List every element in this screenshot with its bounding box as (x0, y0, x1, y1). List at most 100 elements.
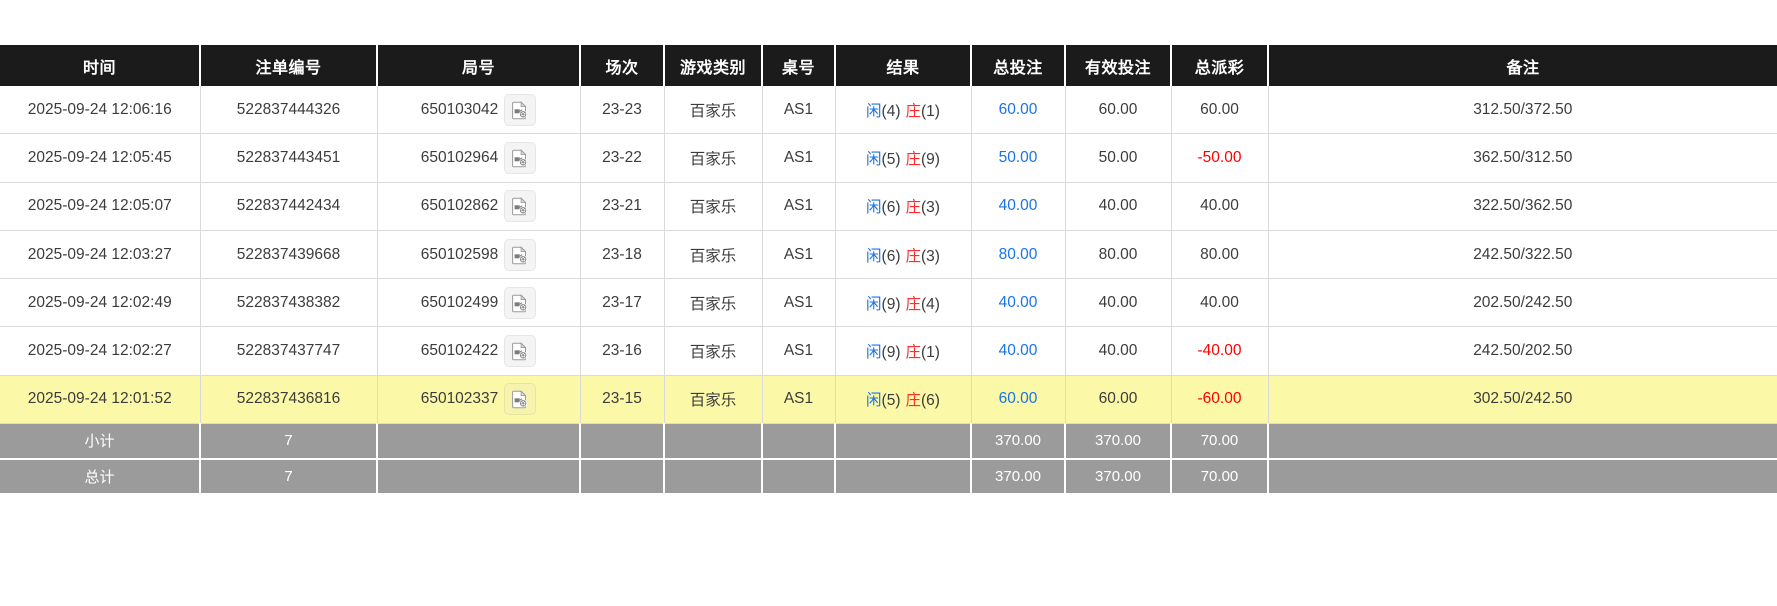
table-row[interactable]: 2025-09-24 12:03:27 522837439668 6501025… (0, 230, 1777, 280)
remark-text: 312.50/372.50 (1473, 100, 1573, 118)
video-replay-icon[interactable] (504, 335, 537, 368)
payout-amount: 80.00 (1200, 245, 1239, 263)
column-header-valid-bet[interactable]: 有效投注 (1065, 45, 1172, 86)
cell-bet-id: 522837442434 (200, 182, 378, 231)
cell-result: 闲(6) 庄(3) (835, 182, 972, 231)
cell-time: 2025-09-24 12:02:49 (0, 278, 201, 328)
bet-records-table-container: 时间 注单编号 局号 场次 游戏类别 桌号 结果 总投注 有效投注 总派彩 备注… (0, 45, 1777, 494)
column-header-result[interactable]: 结果 (835, 45, 972, 86)
column-header-time[interactable]: 时间 (0, 45, 201, 86)
cell-time: 2025-09-24 12:05:07 (0, 182, 201, 231)
result-player-label: 闲 (866, 392, 882, 410)
summary-valid-bet: 370.00 (1065, 458, 1172, 494)
cell-result: 闲(5) 庄(9) (835, 133, 972, 183)
cell-result: 闲(9) 庄(4) (835, 278, 972, 328)
video-replay-icon[interactable] (504, 93, 537, 126)
total-bet-amount[interactable]: 40.00 (998, 293, 1038, 311)
table-row[interactable]: 2025-09-24 12:05:45 522837443451 6501029… (0, 133, 1777, 183)
video-replay-icon[interactable] (504, 383, 537, 416)
video-replay-icon[interactable] (504, 190, 537, 223)
remark-text: 302.50/242.50 (1473, 390, 1573, 408)
bet-id-text: 522837444326 (236, 100, 341, 118)
round-no-text: 650102337 (420, 390, 499, 408)
result-player-label: 闲 (866, 102, 882, 120)
column-header-total-bet[interactable]: 总投注 (971, 45, 1066, 86)
column-header-game-type[interactable]: 游戏类别 (664, 45, 763, 86)
cell-result: 闲(5) 庄(6) (835, 375, 972, 425)
cell-table-no: AS1 (762, 133, 836, 183)
video-replay-icon[interactable] (504, 238, 537, 271)
bet-time-text: 2025-09-24 12:03:27 (27, 245, 172, 263)
cell-round-no: 650103042 (377, 86, 581, 135)
summary-table-no (762, 423, 836, 460)
total-bet-amount[interactable]: 60.00 (998, 100, 1038, 118)
round-no-text: 650103042 (420, 100, 499, 118)
cell-game-type: 百家乐 (664, 86, 763, 135)
result-player-label: 闲 (866, 150, 882, 168)
result-banker-value: (3) (921, 247, 940, 265)
cell-bet-id: 522837443451 (200, 133, 378, 183)
table-row[interactable]: 2025-09-24 12:06:16 522837444326 6501030… (0, 86, 1777, 135)
game-type-text: 百家乐 (689, 295, 737, 313)
total-bet-amount[interactable]: 50.00 (998, 148, 1038, 166)
cell-payout: 40.00 (1171, 182, 1269, 231)
column-header-shoe[interactable]: 场次 (580, 45, 665, 86)
table-row[interactable]: 2025-09-24 12:02:49 522837438382 6501024… (0, 278, 1777, 328)
table-row[interactable]: 2025-09-24 12:01:52 522837436816 6501023… (0, 375, 1777, 425)
column-header-payout[interactable]: 总派彩 (1171, 45, 1269, 86)
valid-bet-amount: 60.00 (1098, 390, 1138, 408)
result-player-label: 闲 (866, 199, 882, 217)
table-no-text: AS1 (783, 390, 814, 408)
shoe-text: 23-21 (602, 197, 642, 215)
table-row[interactable]: 2025-09-24 12:05:07 522837442434 6501028… (0, 182, 1777, 231)
result-banker-label: 庄 (905, 102, 922, 120)
result-banker-value: (1) (921, 102, 940, 120)
column-header-remark[interactable]: 备注 (1268, 45, 1777, 86)
game-type-text: 百家乐 (689, 150, 737, 168)
bet-id-text: 522837436816 (236, 390, 341, 408)
payout-amount: 60.00 (1200, 100, 1239, 118)
summary-shoe (580, 458, 665, 494)
cell-game-type: 百家乐 (664, 230, 763, 280)
game-type-text: 百家乐 (689, 392, 737, 410)
total-bet-amount[interactable]: 40.00 (998, 342, 1038, 360)
result-player-label: 闲 (866, 247, 882, 265)
summary-total-bet: 370.00 (971, 423, 1066, 460)
bet-id-text: 522837439668 (236, 245, 341, 263)
cell-shoe: 23-18 (580, 230, 665, 280)
column-header-table-no[interactable]: 桌号 (762, 45, 836, 86)
total-bet-amount[interactable]: 80.00 (998, 245, 1038, 263)
cell-payout: -40.00 (1171, 326, 1269, 376)
result-banker-value: (4) (921, 295, 940, 313)
valid-bet-amount: 60.00 (1098, 100, 1138, 118)
remark-text: 202.50/242.50 (1473, 293, 1573, 311)
video-replay-icon[interactable] (504, 286, 537, 319)
cell-payout: 40.00 (1171, 278, 1269, 328)
cell-remark: 242.50/322.50 (1268, 230, 1777, 280)
video-replay-icon[interactable] (504, 141, 537, 174)
cell-remark: 322.50/362.50 (1268, 182, 1777, 231)
bet-time-text: 2025-09-24 12:05:45 (27, 148, 172, 166)
valid-bet-amount: 50.00 (1098, 148, 1138, 166)
shoe-text: 23-17 (602, 293, 642, 311)
summary-row: 小计 7 370.00 370.00 70.00 (0, 423, 1777, 460)
cell-valid-bet: 40.00 (1065, 278, 1172, 328)
cell-game-type: 百家乐 (664, 375, 763, 425)
shoe-text: 23-16 (602, 342, 642, 360)
result-banker-value: (1) (921, 344, 940, 362)
column-header-bet-id[interactable]: 注单编号 (200, 45, 378, 86)
cell-total-bet: 40.00 (971, 326, 1066, 376)
column-header-round-no[interactable]: 局号 (377, 45, 581, 86)
summary-result (835, 423, 972, 460)
cell-valid-bet: 40.00 (1065, 182, 1172, 231)
total-bet-amount[interactable]: 60.00 (998, 390, 1038, 408)
result-player-label: 闲 (866, 344, 882, 362)
cell-round-no: 650102422 (377, 326, 581, 376)
cell-table-no: AS1 (762, 326, 836, 376)
table-no-text: AS1 (783, 342, 814, 360)
round-no-text: 650102598 (420, 245, 499, 263)
result-banker-label: 庄 (905, 150, 922, 168)
round-no-wrapper: 650102499 (382, 286, 576, 319)
total-bet-amount[interactable]: 40.00 (998, 197, 1038, 215)
table-row[interactable]: 2025-09-24 12:02:27 522837437747 6501024… (0, 326, 1777, 376)
